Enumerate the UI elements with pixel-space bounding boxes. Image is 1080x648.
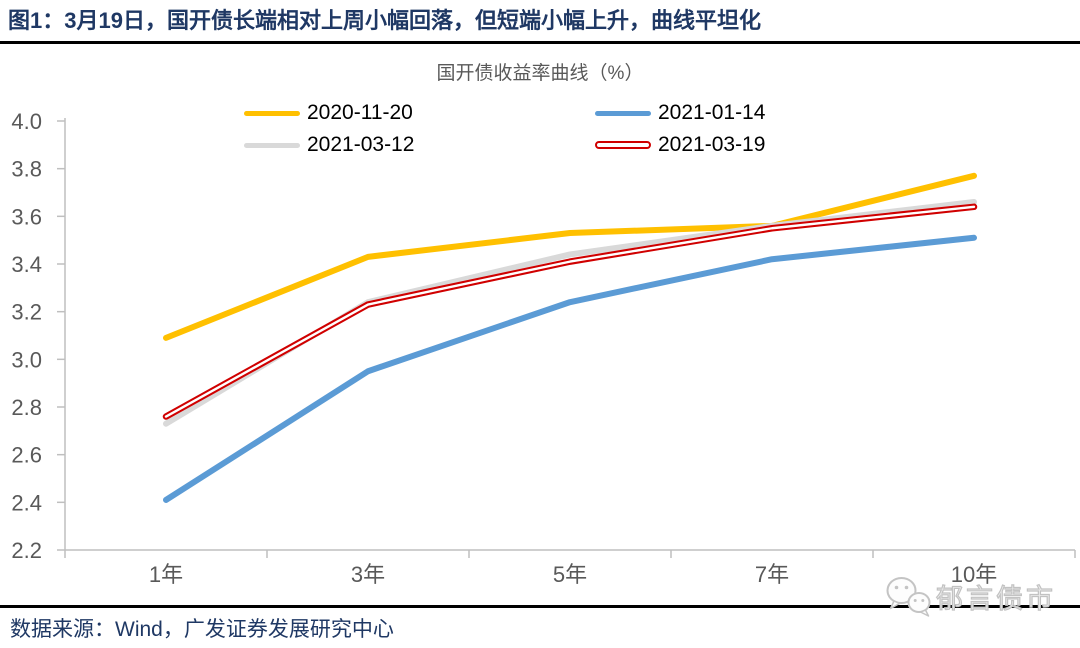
- series-line-2020-11-20: [163, 172, 977, 341]
- y-tick-label: 2.6: [11, 443, 42, 468]
- series-line-2021-01-14: [163, 234, 977, 503]
- y-tick-label: 2.2: [11, 538, 42, 563]
- data-source: 数据来源：Wind，广发证券发展研究中心: [10, 618, 394, 641]
- legend-label: 2021-01-14: [658, 101, 766, 124]
- x-tick-label: 5年: [553, 562, 587, 587]
- legend-marker: [244, 142, 300, 148]
- legend-item-2021-03-19: 2021-03-19: [595, 133, 765, 157]
- y-tick-label: 4.0: [11, 109, 42, 134]
- x-tick-label: 1年: [149, 562, 183, 587]
- legend-label: 2020-11-20: [307, 101, 413, 124]
- series-line-2021-03-19: [162, 203, 978, 420]
- x-tick-label: 7年: [755, 562, 789, 587]
- legend-item-2020-11-20: 2020-11-20: [244, 101, 413, 125]
- wechat-icon: [886, 577, 931, 617]
- legend-marker: [595, 141, 651, 149]
- legend-item-2021-03-12: 2021-03-12: [244, 133, 414, 157]
- legend-item-2021-01-14: 2021-01-14: [595, 101, 765, 125]
- watermark-label: 郁言债市: [935, 583, 1056, 614]
- y-tick-label: 3.0: [11, 347, 42, 372]
- legend-marker: [595, 110, 651, 116]
- y-tick-label: 3.4: [11, 252, 42, 277]
- y-tick-label: 2.4: [11, 490, 42, 515]
- x-tick-label: 10年: [951, 562, 997, 587]
- figure-title: 图1：3月19日，国开债长端相对上周小幅回落，但短端小幅上升，曲线平坦化: [0, 0, 1080, 44]
- watermark: 郁言债市: [884, 574, 1056, 618]
- chart-title: 国开债收益率曲线（%）: [436, 63, 644, 84]
- y-tick-label: 3.6: [11, 204, 42, 229]
- series-line-inner-2021-03-19: [164, 205, 976, 418]
- x-tick-label: 3年: [351, 562, 385, 587]
- legend-marker: [244, 110, 300, 116]
- y-tick-label: 2.8: [11, 395, 42, 420]
- y-tick-label: 3.8: [11, 157, 42, 182]
- y-tick-label: 3.2: [11, 300, 42, 325]
- footer-divider: [0, 605, 1080, 608]
- legend-label: 2021-03-19: [658, 133, 766, 156]
- legend-label: 2021-03-12: [307, 133, 415, 156]
